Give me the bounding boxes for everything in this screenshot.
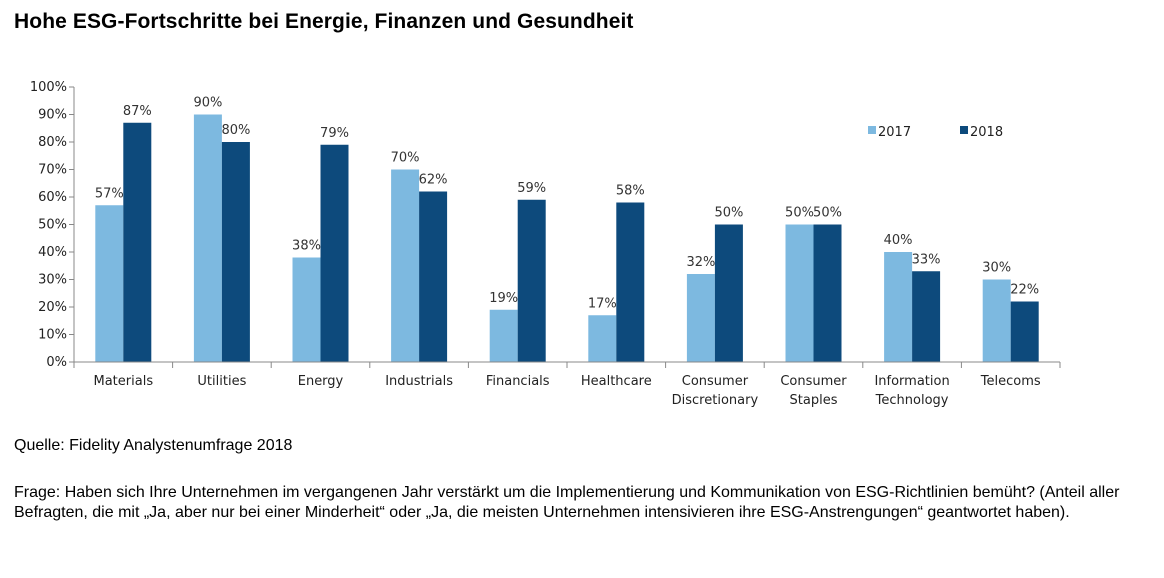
x-tick-label: Utilities — [197, 374, 246, 389]
bar-2018 — [419, 191, 448, 362]
y-tick-label: 10% — [38, 328, 67, 343]
y-axis: 0% 10% 20% 30% 40% 50% 60% 70% 80% 90% 100% — [30, 80, 75, 370]
data-label-2018: 22% — [1010, 283, 1039, 298]
x-tick-label-line: Energy — [298, 374, 344, 389]
bar-2018 — [714, 224, 743, 362]
x-tick-label-line: Utilities — [197, 374, 246, 389]
bar-2017 — [95, 205, 124, 362]
y-tick-label: 0% — [46, 355, 67, 370]
bar-2018 — [1010, 301, 1039, 362]
x-tick-label: Materials — [94, 374, 154, 389]
bar-2017 — [292, 257, 321, 362]
bar-2017 — [686, 274, 715, 362]
y-tick-label: 40% — [38, 245, 67, 260]
x-tick-label-line: Discretionary — [672, 393, 759, 408]
bar-2018 — [616, 202, 645, 362]
x-tick-label-line: Information — [874, 374, 949, 389]
data-label-2017: 32% — [686, 255, 715, 270]
x-tick-label-line: Staples — [790, 393, 838, 408]
bar-2017 — [884, 252, 913, 362]
data-label-2018: 59% — [517, 181, 546, 196]
data-label-2017: 90% — [193, 96, 222, 111]
data-label-2018: 87% — [123, 104, 152, 119]
bars: 57% 87% 90% 80% 38% 79% 70% 62% 19% 59% 17% 58% 32% 5… — [95, 96, 1039, 362]
data-label-2017: 57% — [95, 186, 124, 201]
data-label-2018: 80% — [221, 123, 250, 138]
question-note: Frage: Haben sich Ihre Unternehmen im ve… — [14, 484, 1120, 521]
bar-2018 — [123, 122, 152, 362]
bar-2017 — [193, 114, 222, 362]
data-label-2017: 30% — [982, 261, 1011, 276]
x-tick-label-line: Technology — [875, 393, 949, 408]
x-tick-label-line: Consumer — [682, 374, 749, 389]
bar-2018 — [320, 144, 349, 362]
x-tick-label: Financials — [486, 374, 550, 389]
data-label-2017: 38% — [292, 239, 321, 254]
y-tick-label: 60% — [38, 190, 67, 205]
bar-2018 — [221, 142, 250, 362]
y-tick-label: 100% — [30, 80, 67, 95]
x-tick-label-line: Industrials — [385, 374, 453, 389]
y-tick-label: 80% — [38, 135, 67, 150]
bar-2018 — [813, 224, 842, 362]
x-tick-label: Energy — [298, 374, 344, 389]
y-tick-label: 50% — [38, 218, 67, 233]
legend: 2017 2018 — [868, 125, 1003, 140]
legend-label-2018: 2018 — [970, 125, 1003, 140]
data-label-2017: 19% — [489, 291, 518, 306]
bar-chart: 0% 10% 20% 30% 40% 50% 60% 70% 80% 90% 100% 57% 87%… — [30, 80, 1061, 408]
x-tick-label: Healthcare — [581, 374, 652, 389]
x-tick-label: Telecoms — [980, 374, 1041, 389]
bar-2017 — [785, 224, 814, 362]
x-tick-label-line: Telecoms — [980, 374, 1041, 389]
y-tick-label: 20% — [38, 300, 67, 315]
data-label-2018: 33% — [912, 252, 941, 267]
x-tick-label-line: Healthcare — [581, 374, 652, 389]
x-tick-label-line: Materials — [94, 374, 154, 389]
x-tick-label: Information Technology — [874, 374, 949, 408]
x-tick-label: Consumer Staples — [780, 374, 847, 408]
legend-swatch-2018 — [960, 126, 968, 134]
x-tick-label-line: Consumer — [780, 374, 847, 389]
data-label-2017: 17% — [588, 296, 617, 311]
data-label-2017: 50% — [785, 206, 814, 221]
source-note: Quelle: Fidelity Analystenumfrage 2018 — [14, 437, 293, 454]
legend-swatch-2017 — [868, 126, 876, 134]
y-tick-label: 90% — [38, 108, 67, 123]
bar-2017 — [391, 169, 420, 362]
legend-label-2017: 2017 — [878, 125, 911, 140]
bar-2018 — [912, 271, 941, 362]
data-label-2017: 70% — [391, 151, 420, 166]
data-label-2018: 79% — [320, 126, 349, 141]
page-title: Hohe ESG-Fortschritte bei Energie, Finan… — [14, 10, 634, 33]
data-label-2018: 50% — [813, 206, 842, 221]
x-tick-label: Industrials — [385, 374, 453, 389]
x-tick-label: Consumer Discretionary — [672, 374, 759, 408]
bar-2017 — [489, 309, 518, 362]
y-tick-label: 30% — [38, 273, 67, 288]
x-axis: Materials Utilities Energy Industrials Finan… — [73, 361, 1061, 408]
bar-2017 — [982, 279, 1011, 362]
x-tick-label-line: Financials — [486, 374, 550, 389]
data-label-2017: 40% — [884, 233, 913, 248]
bar-2017 — [588, 315, 617, 362]
bar-2018 — [517, 199, 546, 362]
data-label-2018: 62% — [419, 173, 448, 188]
y-tick-label: 70% — [38, 163, 67, 178]
data-label-2018: 58% — [616, 184, 645, 199]
data-label-2018: 50% — [714, 206, 743, 221]
